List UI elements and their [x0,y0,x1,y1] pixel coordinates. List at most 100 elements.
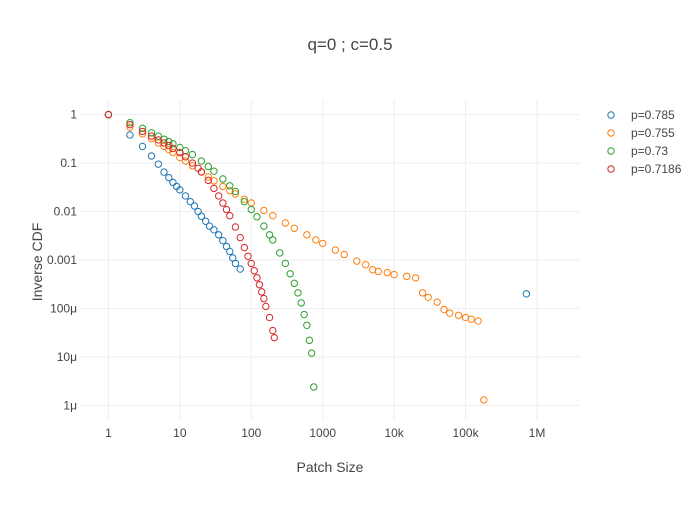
data-point[interactable] [222,242,231,251]
data-point[interactable] [258,288,266,296]
data-point[interactable] [176,143,184,152]
data-point[interactable] [253,274,261,282]
data-point[interactable] [138,124,147,133]
data-point[interactable] [219,175,227,183]
data-point[interactable] [440,305,448,314]
data-point[interactable] [353,257,361,265]
data-point[interactable] [205,222,214,230]
data-point[interactable] [169,140,177,148]
data-point[interactable] [147,132,156,140]
data-point[interactable] [390,270,398,279]
data-point[interactable] [215,192,223,200]
data-point[interactable] [147,129,156,137]
data-point[interactable] [226,186,234,195]
data-point[interactable] [310,383,318,391]
data-point[interactable] [247,259,255,268]
data-point[interactable] [270,333,278,342]
data-point[interactable] [446,309,454,317]
data-point[interactable] [176,186,184,194]
data-point[interactable] [247,205,255,214]
data-point[interactable] [260,294,268,303]
data-point[interactable] [474,317,482,325]
data-point[interactable] [244,252,252,260]
data-point[interactable] [467,315,475,323]
data-point[interactable] [210,226,218,234]
data-point[interactable] [226,212,234,220]
data-point[interactable] [197,168,206,176]
data-point[interactable] [236,233,244,242]
data-point[interactable] [236,265,244,273]
data-point[interactable] [104,110,113,119]
data-point[interactable] [307,349,316,357]
data-point[interactable] [215,231,223,239]
data-point[interactable] [210,177,218,185]
data-point[interactable] [231,190,240,198]
data-point[interactable] [176,148,184,157]
data-point[interactable] [418,289,427,297]
data-point[interactable] [300,310,308,319]
data-point[interactable] [126,120,134,129]
legend-item[interactable]: p=0.785 [607,108,675,122]
data-point[interactable] [126,123,134,131]
data-point[interactable] [226,247,234,256]
legend-item[interactable]: p=0.755 [607,126,675,140]
data-point[interactable] [204,162,212,171]
data-point[interactable] [231,259,240,268]
data-point[interactable] [480,396,488,404]
data-point[interactable] [424,293,432,301]
data-point[interactable] [222,205,231,214]
data-point[interactable] [403,272,411,281]
data-point[interactable] [383,268,391,277]
data-point[interactable] [240,195,249,203]
data-point[interactable] [160,168,168,176]
data-point[interactable] [154,132,163,140]
data-point[interactable] [210,184,218,193]
data-point[interactable] [138,130,147,138]
data-point[interactable] [265,231,274,239]
data-point[interactable] [269,212,277,220]
data-point[interactable] [305,336,314,345]
data-point[interactable] [303,321,311,329]
data-point[interactable] [126,119,134,127]
data-point[interactable] [201,217,210,225]
data-point[interactable] [126,131,134,139]
data-point[interactable] [290,224,298,233]
data-point[interactable] [181,153,190,161]
data-point[interactable] [250,267,258,275]
data-point[interactable] [297,299,305,307]
data-point[interactable] [281,219,290,227]
data-point[interactable] [240,197,249,206]
data-point[interactable] [169,178,177,187]
data-point[interactable] [281,259,290,268]
data-point[interactable] [190,202,199,210]
data-point[interactable] [240,243,249,252]
data-point[interactable] [253,213,261,221]
data-point[interactable] [231,187,240,196]
data-point[interactable] [226,182,234,190]
data-point[interactable] [260,222,268,230]
data-point[interactable] [294,289,302,297]
data-point[interactable] [260,206,268,215]
data-point[interactable] [181,157,190,165]
data-point[interactable] [169,148,177,157]
data-point[interactable] [265,313,274,322]
data-point[interactable] [319,239,327,248]
data-point[interactable] [269,236,277,244]
data-point[interactable] [204,173,212,181]
data-point[interactable] [219,237,227,245]
data-point[interactable] [522,290,531,298]
data-point[interactable] [331,246,339,254]
data-point[interactable] [186,197,194,206]
data-point[interactable] [303,231,311,239]
data-point[interactable] [188,150,197,159]
data-point[interactable] [374,267,382,276]
data-point[interactable] [181,192,190,200]
data-point[interactable] [433,298,441,306]
data-point[interactable] [165,137,173,146]
data-point[interactable] [219,182,227,191]
data-point[interactable] [169,144,177,153]
data-point[interactable] [197,212,206,220]
data-point[interactable] [188,159,197,167]
data-point[interactable] [154,160,163,168]
data-point[interactable] [454,311,463,320]
